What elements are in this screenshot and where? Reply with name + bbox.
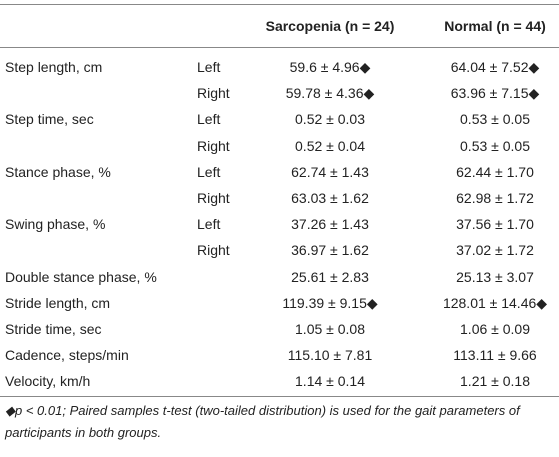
top-rule xyxy=(0,4,559,5)
side-label: Right xyxy=(197,137,230,154)
value-cell: 63.03 ± 1.62 xyxy=(291,190,369,206)
row-label: Velocity, km/h xyxy=(5,373,91,390)
side-label: Left xyxy=(197,111,221,128)
row-label: Step time, sec xyxy=(5,111,94,128)
row-label: Stride time, sec xyxy=(5,321,102,337)
value-cell: 25.13 ± 3.07 xyxy=(456,268,534,285)
value-cell: 36.97 ± 1.62 xyxy=(291,242,369,259)
value-cell: 63.96 ± 7.15◆ xyxy=(450,85,540,102)
side-label: Left xyxy=(197,216,221,233)
value-cell: 64.04 ± 7.52◆ xyxy=(450,59,540,75)
row-label: Stride length, cm xyxy=(5,294,111,311)
value-cell: 25.61 ± 2.83 xyxy=(291,268,369,285)
value-cell: 59.6 ± 4.96◆ xyxy=(289,59,371,75)
column-header: Normal (n = 44) xyxy=(444,18,546,34)
row-label: Double stance phase, % xyxy=(5,268,157,285)
value-cell: 37.26 ± 1.43 xyxy=(291,216,369,233)
value-cell: 1.14 ± 0.14 xyxy=(295,373,365,390)
value-cell: 59.78 ± 4.36◆ xyxy=(285,85,375,102)
value-cell: 1.21 ± 0.18 xyxy=(460,373,530,390)
value-cell: 128.01 ± 14.46◆ xyxy=(442,294,548,311)
value-cell: 62.98 ± 1.72 xyxy=(456,190,534,206)
value-cell: 0.52 ± 0.03 xyxy=(295,111,365,128)
value-cell: 37.56 ± 1.70 xyxy=(456,216,534,233)
header-rule xyxy=(0,47,559,48)
value-cell: 1.06 ± 0.09 xyxy=(460,321,530,337)
side-label: Right xyxy=(197,85,230,102)
side-label: Left xyxy=(197,59,221,75)
value-cell: 62.74 ± 1.43 xyxy=(291,163,369,180)
footnote: ◆p < 0.01; Paired samples t-test (two-ta… xyxy=(5,403,520,440)
row-label: Swing phase, % xyxy=(5,216,106,233)
side-label: Right xyxy=(197,242,230,259)
bottom-rule xyxy=(0,396,559,397)
value-cell: 37.02 ± 1.72 xyxy=(456,242,534,259)
value-cell: 115.10 ± 7.81 xyxy=(287,347,373,364)
value-cell: 1.05 ± 0.08 xyxy=(295,321,365,337)
value-cell: 113.11 ± 9.66 xyxy=(453,347,537,364)
value-cell: 0.53 ± 0.05 xyxy=(460,111,530,128)
row-label: Step length, cm xyxy=(5,59,103,75)
row-label: Stance phase, % xyxy=(5,163,111,180)
side-label: Left xyxy=(197,163,221,180)
row-label: Cadence, steps/min xyxy=(5,347,129,364)
side-label: Right xyxy=(197,190,230,206)
value-cell: 62.44 ± 1.70 xyxy=(456,163,534,180)
value-cell: 119.39 ± 9.15◆ xyxy=(282,294,378,311)
value-cell: 0.52 ± 0.04 xyxy=(295,137,365,154)
column-header: Sarcopenia (n = 24) xyxy=(265,18,395,34)
value-cell: 0.53 ± 0.05 xyxy=(460,137,530,154)
